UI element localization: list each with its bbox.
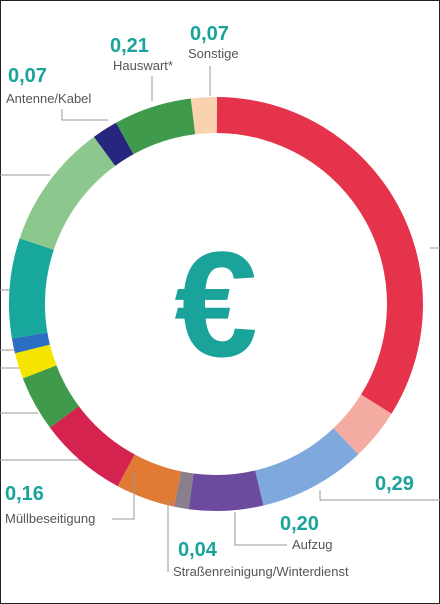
category-label: Aufzug (292, 537, 332, 552)
donut-segment (216, 97, 423, 414)
donut-segment (22, 365, 79, 428)
donut-segment (11, 332, 50, 354)
donut-segment (8, 238, 54, 339)
value-label: 0,04 (178, 539, 218, 561)
donut-segment (49, 406, 135, 487)
donut-segment (190, 97, 218, 135)
donut-segment (255, 428, 359, 506)
donut-segment (173, 471, 194, 510)
donut-segment (19, 136, 116, 250)
category-label: Hauswart* (113, 58, 173, 73)
donut-segment (116, 98, 196, 155)
category-label: Straßenreinigung/Winterdienst (173, 564, 349, 579)
value-label: 0,20 (280, 513, 319, 535)
center-label: € (174, 220, 257, 388)
value-label: 0,16 (5, 483, 44, 505)
donut-segment (333, 394, 392, 455)
leader-line (319, 490, 440, 501)
leader-line (61, 109, 108, 121)
donut-segment (14, 344, 57, 379)
leader-line (234, 512, 287, 546)
category-label: Sonstige (188, 46, 239, 61)
category-label: Antenne/Kabel (6, 91, 91, 106)
donut-segment (93, 122, 134, 166)
value-label: 0,29 (375, 473, 414, 495)
value-label: 0,07 (190, 23, 229, 45)
value-label: 0,07 (8, 65, 47, 87)
leader-line (112, 472, 135, 520)
donut-segment (188, 470, 264, 511)
value-label: 0,21 (110, 35, 149, 57)
category-label: Müllbeseitigung (5, 511, 95, 526)
